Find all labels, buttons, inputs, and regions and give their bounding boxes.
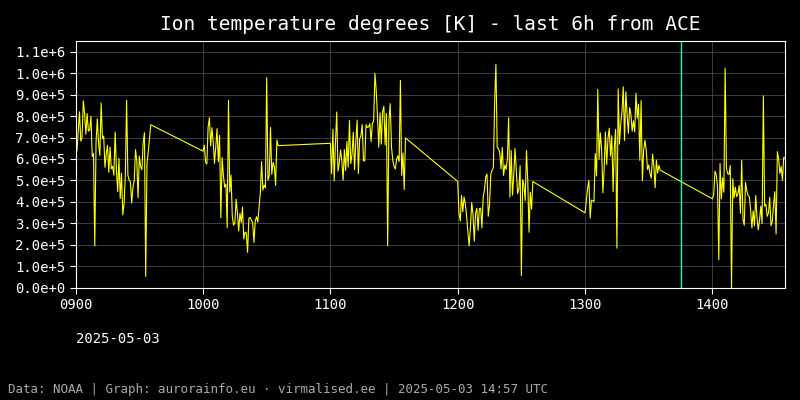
Text: Data: NOAA | Graph: aurorainfo.eu · virmalised.ee | 2025-05-03 14:57 UTC: Data: NOAA | Graph: aurorainfo.eu · virm… (8, 383, 548, 396)
Text: 2025-05-03: 2025-05-03 (76, 332, 159, 346)
Title: Ion temperature degrees [K] - last 6h from ACE: Ion temperature degrees [K] - last 6h fr… (160, 15, 701, 34)
